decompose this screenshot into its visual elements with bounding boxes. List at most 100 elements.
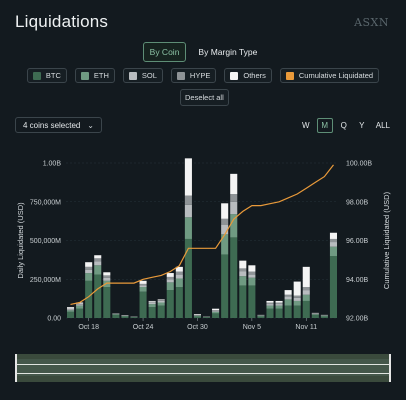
page-title: Liquidations — [15, 12, 109, 31]
bar-eth — [175, 278, 183, 287]
bar-hype — [175, 271, 183, 275]
by-coin-tab[interactable]: By Coin — [142, 42, 187, 62]
y-tick-right: 94.00B — [346, 277, 369, 284]
bar-eth — [94, 265, 102, 275]
bar-others — [139, 280, 147, 284]
bar-others — [239, 260, 247, 269]
bar-eth — [76, 305, 84, 309]
bar-hype — [221, 218, 229, 225]
bar-hype — [212, 310, 220, 312]
by-margin-type-tab[interactable]: By Margin Type — [198, 47, 258, 57]
legend: BTC ETH SOL HYPE Others Cumulative Liqui… — [0, 68, 406, 83]
bar-btc — [85, 280, 93, 318]
bar-sol — [239, 271, 247, 277]
legend-eth[interactable]: ETH — [74, 68, 115, 83]
y-tick-left: 250,000M — [30, 277, 61, 284]
bar-hype — [184, 195, 192, 205]
bar-sol — [66, 309, 75, 311]
legend-label: Others — [243, 71, 266, 80]
legend-btc[interactable]: BTC — [26, 68, 67, 83]
view-toggle: By Coin By Margin Type — [0, 42, 406, 62]
coin-select-dropdown[interactable]: 4 coins selected ⌄ — [15, 117, 102, 133]
bar-eth — [166, 282, 174, 291]
period-all[interactable]: ALL — [375, 121, 390, 130]
y-tick-right: 96.00B — [346, 238, 369, 245]
bar-others — [293, 281, 301, 296]
bar-eth — [221, 234, 229, 255]
bar-eth — [293, 300, 301, 306]
bar-sol — [175, 274, 183, 279]
bar-others — [94, 255, 102, 259]
period-q[interactable]: Q — [340, 121, 347, 130]
bar-eth — [275, 305, 283, 309]
bar-btc — [148, 307, 156, 318]
bar-eth — [193, 315, 202, 317]
bar-btc — [266, 308, 274, 318]
bar-btc — [130, 317, 138, 318]
hype-swatch-icon — [176, 71, 185, 80]
bar-others — [184, 158, 192, 196]
navigator-band — [17, 359, 389, 376]
bar-btc — [284, 305, 292, 318]
bar-btc — [248, 285, 256, 318]
x-tick-label: Oct 30 — [187, 324, 208, 331]
bar-eth — [257, 315, 265, 317]
bar-btc — [275, 308, 283, 318]
bar-sol — [94, 261, 102, 266]
bar-sol — [166, 279, 174, 283]
legend-others[interactable]: Others — [224, 68, 272, 83]
liquidations-chart: 0.00 250,000M 500,000M 750,000M 1.00B 92.00B 9… — [16, 158, 391, 331]
bar-hype — [266, 302, 274, 305]
period-w[interactable]: W — [301, 121, 310, 130]
chevron-down-icon: ⌄ — [87, 120, 94, 130]
bar-sol — [302, 290, 310, 295]
bar-hype — [293, 295, 301, 298]
bar-btc — [293, 305, 301, 318]
bar-hype — [94, 258, 102, 262]
bar-sol — [275, 304, 283, 306]
bar-hype — [85, 266, 93, 270]
deselect-all-button[interactable]: Deselect all — [180, 89, 229, 106]
x-tick-label: Oct 18 — [78, 324, 99, 331]
bar-eth — [148, 304, 156, 308]
bar-sol — [85, 269, 93, 274]
bar-sol — [212, 311, 220, 312]
period-m[interactable]: M — [316, 118, 333, 133]
legend-cumulative[interactable]: Cumulative Liquidated — [279, 68, 380, 83]
bar-eth — [112, 314, 120, 315]
period-y[interactable]: Y — [359, 121, 365, 130]
bar-btc — [193, 316, 202, 318]
y-tick-right: 92.00B — [346, 316, 369, 323]
bar-btc — [257, 316, 265, 318]
bar-hype — [148, 301, 156, 303]
legend-label: BTC — [45, 71, 61, 80]
bar-others — [275, 300, 283, 303]
y-axis-label-left: Daily Liquidated (USD) — [16, 202, 25, 279]
bar-sol — [157, 300, 165, 303]
bar-eth — [320, 315, 328, 317]
bar-others — [266, 300, 274, 303]
range-navigator[interactable] — [15, 354, 391, 382]
bar-sol — [266, 304, 274, 306]
bar-eth — [139, 287, 147, 292]
legend-sol[interactable]: SOL — [122, 68, 163, 83]
bar-sol — [284, 296, 292, 300]
y-tick-right: 98.00B — [346, 199, 369, 206]
legend-hype[interactable]: HYPE — [170, 68, 217, 83]
bar-hype — [302, 287, 310, 291]
bar-btc — [175, 287, 183, 318]
bar-eth — [248, 277, 256, 286]
others-swatch-icon — [230, 71, 239, 80]
bar-others — [212, 308, 220, 311]
bar-sol — [139, 285, 147, 287]
bar-others — [329, 232, 338, 239]
bar-others — [166, 273, 174, 277]
bar-hype — [230, 194, 238, 202]
bar-sol — [230, 201, 238, 215]
bar-others — [221, 203, 229, 219]
bar-hype — [275, 302, 283, 305]
bar-btc — [76, 308, 84, 318]
bar-hype — [139, 283, 147, 286]
y-tick-left: 0.00 — [47, 316, 61, 323]
bar-btc — [221, 254, 229, 318]
